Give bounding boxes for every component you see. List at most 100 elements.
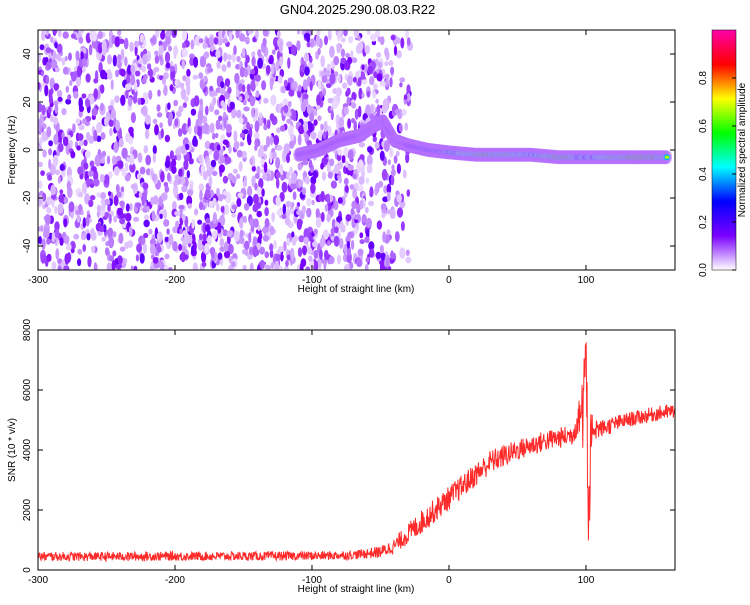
noise-blob <box>143 48 148 55</box>
noise-blob <box>222 111 227 120</box>
noise-blob <box>172 241 178 252</box>
noise-blob <box>303 120 309 132</box>
noise-blob <box>261 80 267 91</box>
noise-blob <box>212 212 217 224</box>
noise-blob <box>343 106 349 115</box>
noise-blob <box>266 119 271 130</box>
noise-blob <box>355 43 362 55</box>
noise-blob <box>244 240 250 250</box>
noise-blob <box>208 149 213 155</box>
noise-blob <box>194 125 198 135</box>
noise-blob <box>297 134 302 146</box>
noise-blob <box>204 140 211 150</box>
noise-blob <box>279 56 283 67</box>
noise-blob <box>405 30 409 39</box>
noise-blob <box>78 97 83 109</box>
noise-blob <box>347 149 354 161</box>
noise-blob <box>261 188 265 197</box>
noise-blob <box>203 171 208 181</box>
noise-blob <box>54 221 60 232</box>
noise-blob <box>269 225 275 236</box>
noise-blob <box>75 118 81 125</box>
noise-blob <box>201 115 208 125</box>
noise-blob <box>117 30 122 36</box>
noise-blob <box>377 36 381 42</box>
noise-blob <box>317 48 321 56</box>
noise-blob <box>296 209 302 216</box>
noise-blob <box>129 162 136 173</box>
noise-blob <box>384 73 390 80</box>
noise-blob <box>41 30 46 41</box>
noise-blob <box>172 201 177 211</box>
noise-blob <box>381 168 388 181</box>
noise-blob <box>382 231 386 243</box>
y-tick-label: 40 <box>22 48 33 60</box>
noise-blob <box>227 86 232 94</box>
noise-blob <box>119 38 125 45</box>
noise-blob <box>390 34 396 41</box>
noise-blob <box>394 231 400 242</box>
noise-blob <box>154 50 159 56</box>
noise-blob <box>187 117 191 129</box>
noise-blob <box>205 217 211 224</box>
noise-blob <box>254 107 259 119</box>
noise-blob <box>157 89 161 97</box>
noise-blob <box>163 219 170 227</box>
noise-blob <box>302 159 309 166</box>
noise-blob <box>350 208 355 216</box>
noise-blob <box>54 205 58 214</box>
noise-blob <box>287 57 291 69</box>
noise-blob <box>129 153 135 166</box>
noise-blob <box>76 75 81 87</box>
noise-blob <box>177 128 183 137</box>
noise-blob <box>243 68 249 78</box>
colorbar-ticks: 0.0 0.2 0.4 0.6 0.8 <box>698 71 736 277</box>
noise-blob <box>104 198 111 206</box>
noise-blob <box>399 77 406 83</box>
noise-blob <box>229 101 235 110</box>
noise-blob <box>262 235 269 242</box>
noise-blob <box>104 115 109 127</box>
noise-blob <box>352 173 357 180</box>
noise-blob <box>62 31 69 39</box>
noise-blob <box>306 42 311 48</box>
noise-blob <box>347 118 352 129</box>
noise-blob <box>344 185 349 193</box>
noise-blob <box>137 152 143 163</box>
noise-blob <box>368 241 375 251</box>
noise-blob <box>274 42 278 51</box>
noise-blob <box>175 148 180 156</box>
noise-blob <box>93 178 100 187</box>
x-tick-label: 0 <box>446 575 452 586</box>
noise-blob <box>152 145 157 155</box>
snr-x-ticks: -300 -200 -100 0 100 <box>28 330 595 586</box>
noise-blob <box>354 108 359 120</box>
noise-blob <box>238 83 244 92</box>
noise-blob <box>164 253 170 260</box>
noise-blob <box>206 158 211 171</box>
noise-blob <box>262 37 267 47</box>
noise-blob <box>394 109 401 115</box>
noise-blob <box>107 227 114 239</box>
noise-blob <box>264 207 269 217</box>
noise-blob <box>77 133 84 141</box>
noise-blob <box>239 79 245 85</box>
noise-blob <box>104 211 110 218</box>
noise-blob <box>325 82 332 88</box>
noise-blob <box>189 57 195 66</box>
noise-blob <box>101 201 106 211</box>
noise-blob <box>323 120 328 133</box>
noise-blob <box>119 217 126 225</box>
noise-blob <box>237 192 244 198</box>
noise-blob <box>264 251 270 259</box>
noise-blob <box>338 117 345 128</box>
noise-blob <box>319 249 323 260</box>
noise-blob <box>304 52 310 63</box>
noise-blob <box>215 49 221 59</box>
noise-blob <box>395 37 401 44</box>
noise-blob <box>125 89 129 99</box>
noise-blob <box>282 157 286 163</box>
noise-blob <box>96 135 102 143</box>
noise-blob <box>115 119 120 132</box>
